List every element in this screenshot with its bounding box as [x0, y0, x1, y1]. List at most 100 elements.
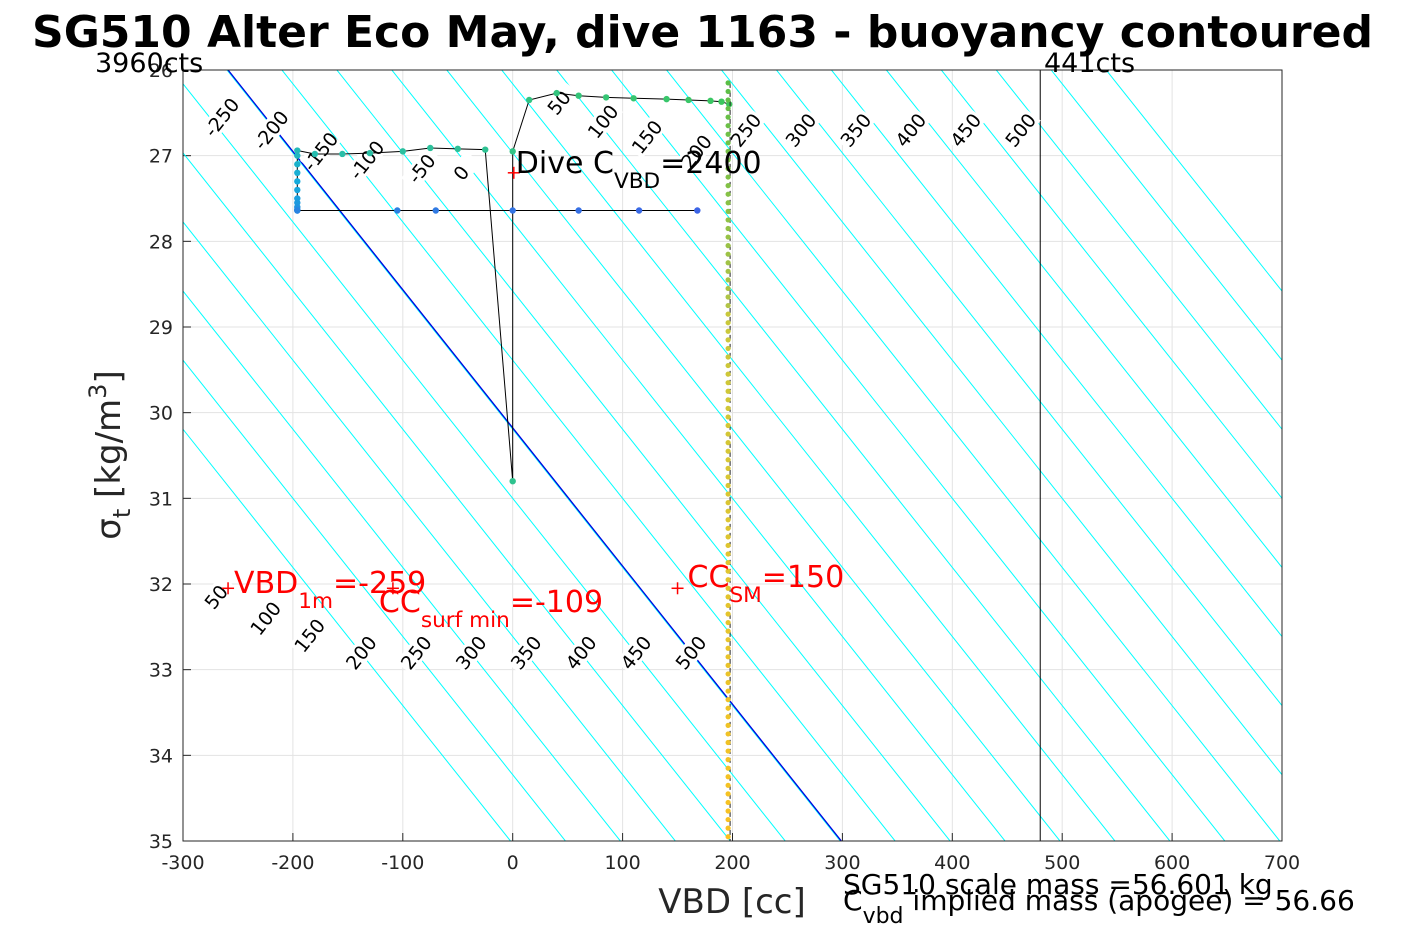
trace-point: [725, 80, 731, 86]
trace-point: [725, 277, 731, 283]
trace-point: [725, 799, 731, 806]
trace-point: [725, 637, 731, 643]
contour-line: [940, 70, 1282, 500]
track-point: [399, 148, 406, 155]
contour-line: [720, 70, 1282, 776]
chart-title: SG510 Alter Eco May, dive 1163 - buoyanc…: [32, 7, 1373, 58]
trace-point: [725, 217, 731, 223]
contour-label-bg: [890, 108, 931, 152]
contour-label-bg: [340, 630, 382, 675]
trace-point: [725, 311, 731, 317]
trace-point: [725, 594, 731, 600]
trace-point: [725, 474, 731, 480]
trace-point: [725, 662, 731, 668]
trace-point: [725, 577, 731, 583]
trace-point: [725, 525, 731, 531]
trace-point: [725, 183, 731, 189]
contour-line: [391, 70, 1006, 841]
trace-point: [725, 234, 731, 240]
track-point: [707, 97, 714, 105]
contour-line: [183, 428, 512, 841]
trace-point: [725, 517, 731, 523]
x-tick-label: 0: [507, 852, 519, 874]
trace-point: [725, 448, 731, 454]
contour-label: 100: [246, 598, 286, 640]
axes-box: [182, 69, 1283, 842]
contour-label: 150: [290, 615, 330, 657]
contour-label-bg: [250, 108, 292, 152]
contour-label-bg: [401, 146, 442, 191]
contour-label-bg: [395, 630, 437, 675]
contour-label-bg: [289, 613, 330, 658]
y-tick-label: 35: [149, 831, 173, 853]
trace-point: [725, 585, 731, 591]
trace-point: [725, 731, 731, 737]
x-tick-label: -200: [271, 852, 314, 874]
trace-point: [725, 225, 731, 232]
contour-line: [665, 70, 1281, 841]
trace-point: [725, 748, 731, 754]
track-point: [294, 178, 301, 185]
track-point: [663, 95, 670, 103]
trace-point: [725, 380, 731, 386]
contour-line: [775, 70, 1282, 707]
trace-point: [725, 542, 731, 549]
track-point: [602, 94, 610, 101]
trace-point: [725, 791, 731, 797]
trace-point: [725, 774, 731, 780]
trace-point: [725, 482, 731, 489]
trace-point: [725, 705, 731, 711]
contour-label: 400: [891, 110, 931, 152]
contour-label-bg: [538, 80, 580, 125]
track-point: [575, 92, 582, 99]
track-point: [630, 95, 637, 102]
contour-line: [501, 70, 1116, 841]
contour-label: 100: [584, 101, 624, 143]
x-tick-label: 200: [714, 852, 750, 874]
contour-label-bg: [450, 630, 492, 675]
trace-point: [725, 294, 731, 300]
trace-point: [725, 697, 731, 703]
track-point: [575, 207, 582, 214]
trace-point: [725, 645, 731, 651]
contour-label: -100: [345, 137, 389, 184]
trace-point: [725, 508, 731, 514]
contour-line: [183, 152, 731, 841]
trace-point: [725, 825, 731, 831]
dive-cvbd-label: Dive CVBD=2400: [516, 146, 762, 194]
trace-point: [725, 174, 731, 180]
x-tick-labels: -300 -200 -100 0 100 200 300 400 500 600 700: [161, 852, 1300, 874]
track-point: [294, 169, 301, 176]
contour-label-bg: [675, 129, 717, 174]
trace-point: [725, 765, 731, 771]
vbd-1m-label: VBD1m=-259: [234, 566, 426, 614]
trace-point: [725, 491, 731, 497]
contour-line: [183, 290, 622, 841]
y-tick-label: 33: [149, 660, 173, 682]
track-point: [294, 152, 301, 159]
trace-point: [725, 611, 731, 617]
trace-point: [726, 843, 731, 848]
trace-point: [725, 671, 731, 677]
trace-point: [725, 251, 731, 257]
x-tick-label: 300: [824, 852, 860, 874]
top-label-left: 3960cts: [95, 48, 203, 79]
contour-label: -200: [250, 107, 294, 154]
trace-point: [725, 260, 731, 266]
contour-label: 300: [782, 110, 822, 152]
trace-point: [725, 559, 731, 566]
y-tick-label: 29: [149, 317, 173, 339]
trace-point: [725, 200, 731, 206]
contour-label-bg: [725, 108, 766, 152]
contour-label-bg: [505, 630, 547, 675]
track-point: [294, 161, 301, 168]
trace-point: [725, 114, 731, 120]
trace-point: [725, 714, 731, 720]
contour-label-bg: [201, 95, 242, 139]
contour-label-bg: [945, 108, 986, 152]
trace-point: [725, 320, 731, 326]
trace-point: [725, 328, 731, 334]
trace-point: [725, 782, 731, 788]
